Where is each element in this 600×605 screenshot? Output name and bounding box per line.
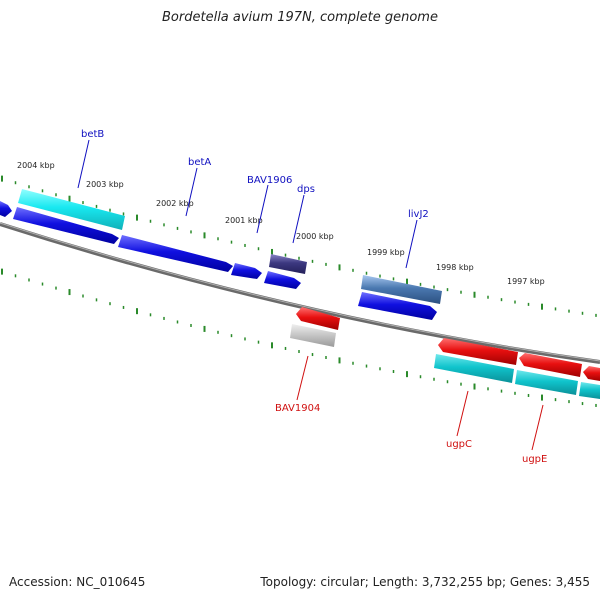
gene-label-dps[interactable]: dps: [297, 184, 315, 195]
scale-tick-label: 2003 kbp: [86, 180, 124, 189]
scale-tick-label: 2000 kbp: [296, 232, 334, 241]
leader-line: [456, 390, 469, 437]
gene-label-betA[interactable]: betA: [188, 157, 211, 168]
gene-arrow[interactable]: [264, 271, 301, 289]
genome-backbone-highlight: [0, 222, 600, 362]
scale-tick-label: 1997 kbp: [507, 277, 545, 286]
reverse-features: [290, 324, 600, 399]
feature-livJ2[interactable]: [361, 275, 442, 304]
gene-label-betB[interactable]: betB: [81, 129, 104, 140]
forward-features: [18, 189, 442, 304]
scale-tick-label: 2002 kbp: [156, 199, 194, 208]
gene-label-BAV1906[interactable]: BAV1906: [247, 175, 292, 186]
cds-feature[interactable]: [579, 382, 600, 399]
gene-arrow[interactable]: [296, 307, 340, 330]
cds-feature[interactable]: [515, 370, 578, 395]
leader-line: [292, 194, 305, 244]
gene-arrow[interactable]: [519, 353, 582, 377]
cds-feature[interactable]: [434, 354, 514, 383]
genome-backbone: [0, 222, 600, 364]
leader-line: [405, 219, 418, 269]
trna-feature[interactable]: [269, 254, 307, 274]
gene-arrow[interactable]: [358, 292, 437, 320]
scale-tick-label: 1998 kbp: [436, 263, 474, 272]
scale-tick-label: 2001 kbp: [225, 216, 263, 225]
gene-arrow[interactable]: [13, 207, 119, 244]
gene-label-BAV1904[interactable]: BAV1904: [275, 403, 320, 414]
leader-line: [531, 404, 544, 451]
leader-line: [185, 167, 198, 217]
leader-line: [77, 139, 90, 189]
scale-tick-label: 2004 kbp: [17, 161, 55, 170]
scale-tick-label: 1999 kbp: [367, 248, 405, 257]
gene-arrow[interactable]: [0, 201, 12, 217]
map-title: Bordetella avium 197N, complete genome: [162, 10, 438, 25]
scale-ticks-upper: [1, 175, 597, 317]
forward-genes: [0, 201, 437, 320]
scale-labels: 2004 kbp 2003 kbp 2002 kbp 2001 kbp 2000…: [17, 161, 545, 286]
gene-arrow[interactable]: [583, 366, 600, 381]
leader-line: [256, 184, 269, 234]
gene-labels: betB betA BAV1906 dps livJ2 BAV1904 ugpC…: [81, 129, 547, 465]
gene-label-ugpC[interactable]: ugpC: [446, 439, 472, 450]
reverse-genes: [296, 307, 600, 381]
cds-feature[interactable]: [18, 189, 125, 230]
gene-label-ugpE[interactable]: ugpE: [522, 454, 547, 465]
gene-label-livJ2[interactable]: livJ2: [408, 209, 429, 220]
gene-arrow[interactable]: [118, 235, 233, 272]
label-leaders: [77, 139, 544, 451]
pseudo-feature[interactable]: [290, 324, 336, 347]
gene-arrow[interactable]: [231, 263, 262, 279]
accession-text: Accession: NC_010645: [9, 575, 146, 589]
leader-line: [296, 355, 309, 401]
genome-stats-text: Topology: circular; Length: 3,732,255 bp…: [260, 575, 590, 589]
scale-ticks-lower: [1, 268, 597, 407]
gene-arrow[interactable]: [438, 338, 518, 365]
